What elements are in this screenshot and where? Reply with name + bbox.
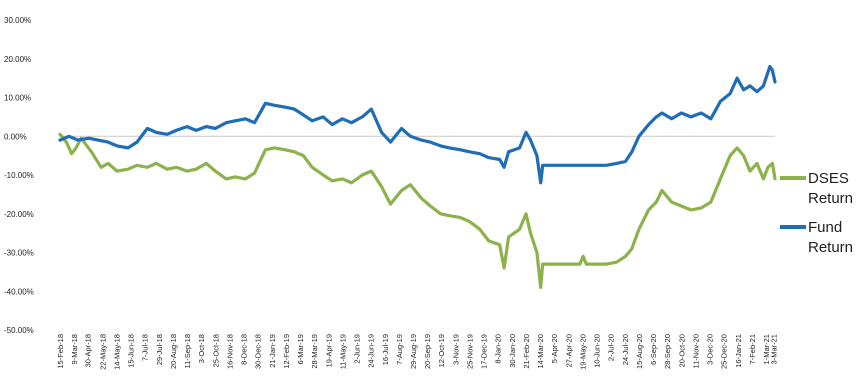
x-tick-label: 16-Nov-18 <box>225 334 234 369</box>
x-tick-label: 12-Oct-19 <box>437 334 446 367</box>
x-axis: 15-Feb-18 9-Mar-18 30-Apr-18 22-May-18 14-Ma… <box>56 334 779 370</box>
y-tick-label: 0.00% <box>4 132 27 141</box>
x-tick-label: 3-Mar-21 <box>770 334 779 364</box>
x-tick-label: 3-Nov-19 <box>451 334 460 365</box>
y-tick-label: -20.00% <box>4 210 34 219</box>
x-tick-label: 27-Apr-20 <box>564 334 573 367</box>
y-tick-label: 20.00% <box>4 55 31 64</box>
x-tick-label: 29-Jul-18 <box>155 334 164 365</box>
x-tick-label: 16-Jul-19 <box>381 334 390 365</box>
x-tick-label: 15-Feb-18 <box>56 334 65 369</box>
series-layer <box>58 64 777 289</box>
x-tick-label: 24-Jul-20 <box>621 334 630 365</box>
x-tick-label: 20-Aug-18 <box>169 334 178 369</box>
legend: DSES Return Fund Return <box>780 170 853 256</box>
x-tick-label: 7-Feb-21 <box>748 334 757 364</box>
x-tick-label: 6-Sep-20 <box>649 334 658 365</box>
x-tick-label: 7-Jul-18 <box>141 334 150 361</box>
x-tick-label: 25-Dec-20 <box>720 334 729 369</box>
y-tick-label: -50.00% <box>4 326 34 335</box>
x-tick-label: 25-Oct-18 <box>211 334 220 367</box>
x-tick-label: 16-Jan-21 <box>734 334 743 368</box>
x-tick-label: 3-Oct-18 <box>197 334 206 363</box>
x-tick-label: 9-Mar-18 <box>70 334 79 364</box>
x-tick-label: 19-May-20 <box>578 334 587 370</box>
x-tick-label: 24-Jun-19 <box>367 334 376 368</box>
x-tick-label: 17-Dec-19 <box>480 334 489 369</box>
x-tick-label: 22-May-18 <box>98 334 107 370</box>
x-tick-label: 14-May-18 <box>112 334 121 370</box>
x-tick-label: 21-Feb-20 <box>522 334 531 369</box>
x-tick-label: 20-Oct-20 <box>677 334 686 367</box>
y-tick-label: -30.00% <box>4 249 34 258</box>
legend-entry-label: DSES Return <box>808 170 853 207</box>
x-tick-label: 28-Sep-20 <box>663 334 672 369</box>
x-tick-label: 25-Nov-19 <box>465 334 474 369</box>
x-tick-label: 8-Jan-20 <box>494 334 503 364</box>
x-tick-label: 11-May-19 <box>338 334 347 369</box>
x-tick-label: 10-Jun-20 <box>593 334 602 368</box>
x-tick-label: 19-Apr-19 <box>324 334 333 367</box>
x-tick-label: 15-Aug-20 <box>635 334 644 369</box>
x-tick-label: 14-Mar-20 <box>536 334 545 369</box>
x-tick-label: 15-Jun-18 <box>127 334 136 368</box>
x-tick-label: 21-Jan-19 <box>268 334 277 368</box>
legend-entry-label: Fund Return <box>808 219 853 256</box>
y-tick-label: -40.00% <box>4 287 34 296</box>
y-tick-label: 30.00% <box>4 16 31 25</box>
x-tick-label: 30-Dec-18 <box>254 334 263 369</box>
x-tick-label: 1-Mar-21 <box>762 334 771 364</box>
x-tick-label: 20-Sep-19 <box>423 334 432 369</box>
x-tick-label: 5-Apr-20 <box>550 334 559 363</box>
x-tick-label: 11-Nov-20 <box>691 334 700 368</box>
x-tick-label: 7-Aug-19 <box>395 334 404 365</box>
x-tick-label: 2-Jun-19 <box>353 334 362 364</box>
x-tick-label: 12-Feb-19 <box>282 334 291 369</box>
x-tick-label: 6-Mar-19 <box>296 334 305 364</box>
y-tick-label: 10.00% <box>4 94 31 103</box>
y-tick-label: -10.00% <box>4 171 34 180</box>
x-tick-label: 30-Jan-20 <box>508 334 517 368</box>
x-tick-label: 28-Mar-19 <box>310 334 319 369</box>
series-line-fund-return <box>58 64 777 185</box>
x-tick-label: 30-Apr-18 <box>84 334 93 367</box>
x-tick-label: 3-Dec-20 <box>706 334 715 365</box>
y-axis: 30.00% 20.00% 10.00% 0.00% -10.00% -20.00% -30… <box>4 16 34 335</box>
x-tick-label: 2-Jul-20 <box>607 334 616 361</box>
x-tick-label: 11-Sep-18 <box>183 334 192 368</box>
x-tick-label: 29-Aug-19 <box>409 334 418 369</box>
x-tick-label: 8-Dec-18 <box>240 334 249 365</box>
series-line-dses-return <box>58 132 777 289</box>
